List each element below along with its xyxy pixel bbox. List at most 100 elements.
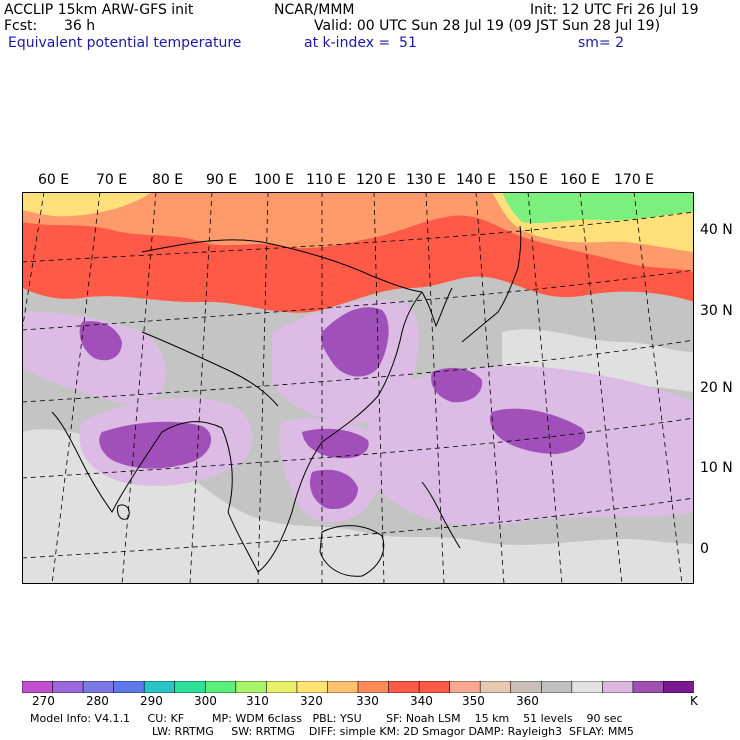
meridian-line [527,192,563,584]
longitude-label: 60 E [38,172,70,188]
longitude-label: 100 E [254,172,295,188]
colorbar-swatch [449,681,481,693]
purple-core-arabia [79,321,122,361]
coast-japan [461,225,522,343]
graticule [22,192,694,584]
footer-physics-info: LW: RRTMG SW: RRTMG DIFF: simple KM: 2D … [152,725,634,738]
meridian-line [22,192,45,334]
colorbar-swatch [602,681,634,693]
colorbar-swatch [174,681,207,693]
latitude-label: 10 N [700,460,733,476]
colorbar-swatch [632,681,665,693]
coastlines [51,225,522,577]
forecast-label: Fcst: [4,18,38,34]
colorbar-swatch [22,681,54,693]
longitude-label: 80 E [152,172,184,188]
colorbar-swatch [571,681,604,693]
meridian-line [579,192,623,584]
colorbar-swatch [82,681,115,693]
model-title: ACCLIP 15km ARW-GFS init [4,2,194,18]
latitude-label: 30 N [700,303,733,319]
light-grey-region [22,429,694,584]
colorbar [22,681,694,693]
purple-core-pacific [489,408,586,454]
colorbar-tick-label: 280 [86,694,109,708]
longitude-label: 160 E [560,172,601,188]
map-frame [22,192,694,584]
border-himalaya [141,331,279,407]
latitude-label: 0 [700,541,709,557]
border-mongolia [141,239,423,293]
colorbar-swatch [296,681,329,693]
init-time: Init: 12 UTC Fri 26 Jul 19 [530,2,699,18]
coast-korea [421,287,453,328]
parallel-line [22,417,694,479]
latitude-label: 40 N [700,222,733,238]
colorbar-tick-label: 310 [246,694,269,708]
colorbar-swatch [327,681,359,693]
colorbar-tick-label: 340 [410,694,433,708]
meridian-line [257,192,269,584]
colorbar-swatch [235,681,268,693]
meridian-line [121,192,157,584]
longitude-label: 110 E [306,172,347,188]
footer-model-info: Model Info: V4.1.1 CU: KF MP: WDM 6class… [30,712,623,725]
warm-band-green [502,192,694,224]
colorbar-tick-label: 320 [300,694,323,708]
colorbar-swatch [418,681,451,693]
colorbar-swatch [540,681,573,693]
colorbar-tick-label: 270 [32,694,55,708]
longitude-label: 90 E [206,172,238,188]
latitude-label: 20 N [700,380,733,396]
parallel-line [22,269,694,331]
warm-band-yellow [22,192,152,217]
theta-e-map [22,192,694,584]
colorbar-swatch [510,681,543,693]
valid-time: Valid: 00 UTC Sun 28 Jul 19 (09 JST Sun … [314,18,661,34]
colorbar-swatch [204,681,237,693]
colorbar-swatch [113,681,145,693]
map-panel [22,192,694,584]
colorbar-swatch [357,681,390,693]
colorbar-swatch [52,681,84,693]
colorbar-tick-label: 330 [356,694,379,708]
colorbar-swatch [388,681,420,693]
meridian-line [373,192,385,584]
purple-core-scs [302,428,369,459]
longitude-label: 150 E [508,172,549,188]
longitude-label: 170 E [614,172,655,188]
coast-india [51,411,223,513]
meridian-line [475,192,505,584]
forecast-hours: 36 h [64,18,96,34]
level-index: at k-index = 51 [304,35,417,51]
longitude-label: 130 E [406,172,447,188]
org-label: NCAR/MMM [274,2,355,18]
purple-core-india [99,421,212,469]
colorbar-tick-label: K [690,694,698,708]
meridian-line [51,192,101,584]
coast-china [321,291,423,443]
meridian-line [189,192,213,584]
colorbar-swatch [266,681,298,693]
colorbar-swatch [143,681,176,693]
parallel-line [22,339,694,403]
coast-philippines [421,481,461,549]
parallel-line [22,497,694,559]
colorbar-swatch [663,681,694,693]
parallel-line [22,211,694,263]
meridian-line [425,192,445,584]
colorbar-tick-label: 360 [516,694,539,708]
colorbar-tick-label: 290 [140,694,163,708]
coast-borneo [319,525,385,577]
longitude-label: 120 E [356,172,397,188]
longitude-label: 140 E [456,172,497,188]
smoothing: sm= 2 [578,35,625,51]
purple-core-china [320,307,389,377]
meridian-line [633,192,683,584]
colorbar-tick-label: 300 [194,694,217,708]
colorbar-tick-label: 350 [462,694,485,708]
longitude-label: 70 E [96,172,128,188]
purple-core-westpac [431,367,483,403]
colorbar-swatch [479,681,512,693]
field-name: Equivalent potential temperature [8,35,242,51]
